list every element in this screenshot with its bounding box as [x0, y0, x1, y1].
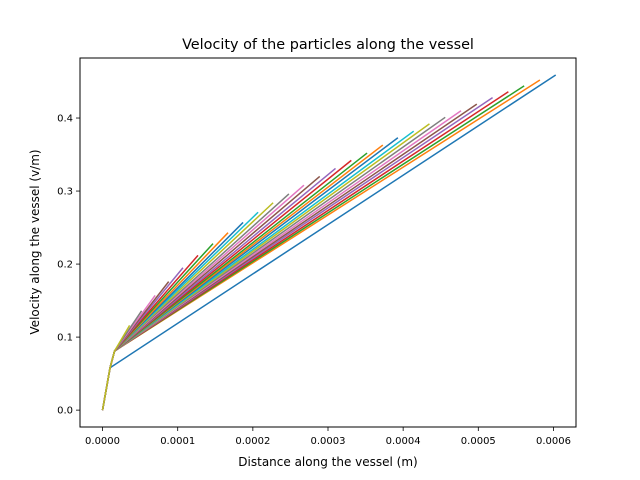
y-tick-label: 0.3	[57, 187, 73, 198]
y-tick-label: 0.2	[57, 260, 73, 271]
x-tick-label: 0.0003	[311, 436, 346, 447]
x-tick-label: 0.0006	[536, 436, 571, 447]
x-tick-label: 0.0001	[160, 436, 195, 447]
y-tick-label: 0.0	[57, 406, 73, 417]
x-tick-label: 0.0004	[386, 436, 421, 447]
y-tick-label: 0.4	[57, 114, 73, 125]
x-tick-label: 0.0002	[235, 436, 270, 447]
plot-lines	[101, 74, 557, 411]
x-axis-label: Distance along the vessel (m)	[238, 455, 417, 469]
y-axis-ticks: 0.0 0.1 0.2 0.3 0.4	[57, 114, 80, 417]
series-line-29	[101, 325, 131, 411]
y-axis-label: Velocity along the vessel (v/m)	[28, 149, 42, 334]
x-axis-ticks: 0.0000 0.0001 0.0002 0.0003 0.0004 0.0005 0.00…	[85, 427, 571, 447]
chart-title: Velocity of the particles along the vess…	[182, 37, 474, 53]
y-tick-label: 0.1	[57, 333, 73, 344]
x-tick-label: 0.0000	[85, 436, 120, 447]
x-tick-label: 0.0005	[461, 436, 496, 447]
